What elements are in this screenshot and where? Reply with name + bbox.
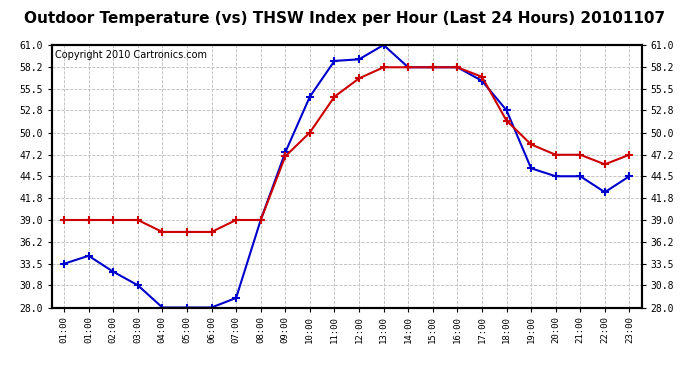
Text: Outdoor Temperature (vs) THSW Index per Hour (Last 24 Hours) 20101107: Outdoor Temperature (vs) THSW Index per … — [24, 11, 666, 26]
Text: Copyright 2010 Cartronics.com: Copyright 2010 Cartronics.com — [55, 50, 207, 60]
